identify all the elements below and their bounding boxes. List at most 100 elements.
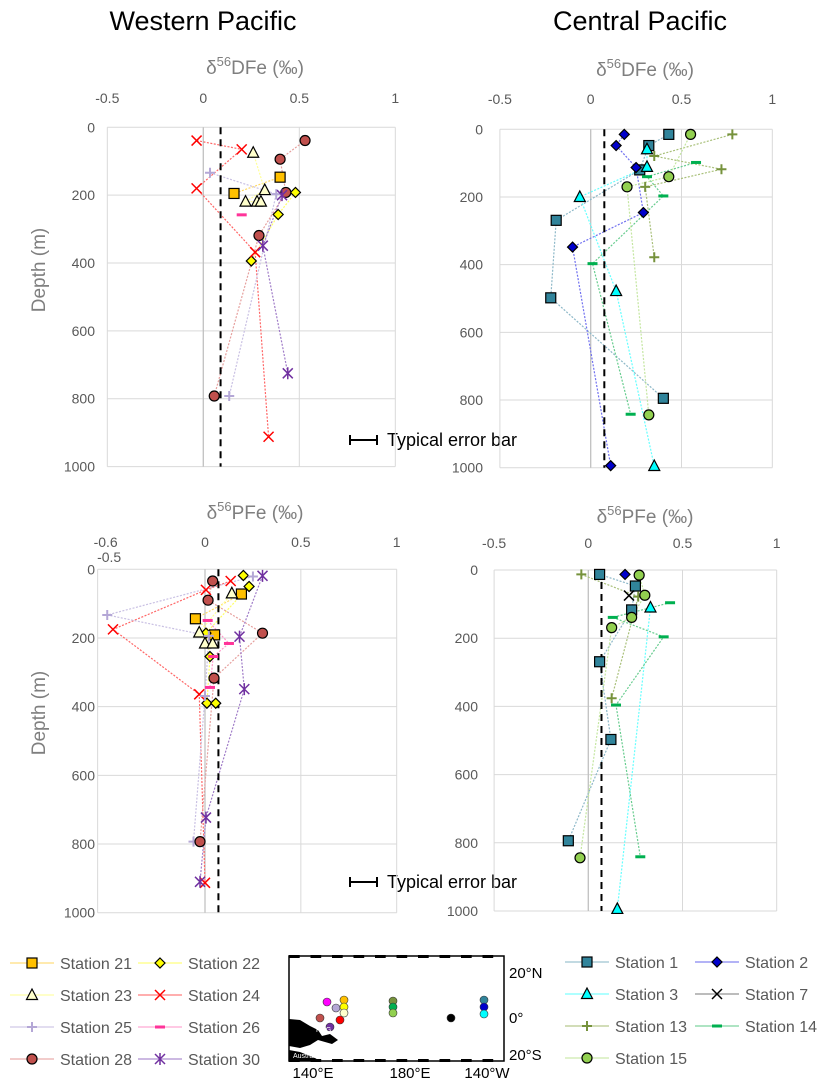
- data-point-station-15: [643, 409, 655, 421]
- map-station-dot: [479, 1009, 489, 1019]
- series-line-station-14: [610, 602, 671, 857]
- legend-item: Station 3: [565, 986, 678, 1004]
- legend-label: Station 26: [188, 1020, 260, 1037]
- x-tick-label: -0.5: [95, 90, 119, 106]
- legend-label: Station 21: [60, 956, 132, 973]
- data-point-station-1: [594, 568, 606, 581]
- y-tick-label: 1000: [64, 905, 95, 921]
- y-tick-label: 800: [460, 392, 484, 408]
- data-point-station-15: [621, 181, 633, 193]
- data-point-station-21: [228, 187, 240, 200]
- data-point-station-28: [202, 594, 214, 606]
- data-point-station-3: [640, 141, 654, 155]
- legend-label: Station 22: [188, 956, 260, 973]
- legend-marker-icon: [581, 956, 593, 968]
- y-tick-label: 1000: [447, 903, 478, 919]
- legend-label: Station 23: [60, 988, 132, 1005]
- legend-item: Station 13: [565, 1019, 687, 1036]
- data-point-station-23: [198, 636, 212, 649]
- legend-marker-icon: [154, 957, 166, 969]
- map-latitude-label: 20°S: [509, 1047, 542, 1064]
- x-tick-label: 0: [199, 90, 207, 106]
- legend-label: Station 30: [188, 1052, 260, 1069]
- legend-item: Station 7: [695, 987, 808, 1004]
- x-tick-label: 1: [768, 91, 776, 107]
- error-bar-label: Typical error bar: [387, 430, 517, 450]
- data-point-station-22: [272, 208, 285, 221]
- data-point-station-23: [225, 586, 239, 599]
- data-point-station-7: [623, 590, 635, 602]
- y-tick-label: 0: [87, 561, 95, 577]
- australia-landmass: [289, 1050, 320, 1061]
- legend-item: Station 1: [565, 955, 678, 972]
- map-station-dot: [315, 1013, 325, 1023]
- data-point-station-28: [207, 575, 219, 587]
- data-point-station-28: [194, 836, 206, 848]
- legend-label: Station 7: [745, 987, 808, 1004]
- x-axis-title: δ56DFe (‰): [206, 54, 304, 79]
- data-point-station-15: [574, 852, 586, 864]
- data-point-station-30: [238, 683, 250, 696]
- x-tick-label: 0.5: [672, 91, 692, 107]
- x-tick-label: -0.5: [482, 535, 506, 551]
- data-point-station-1: [605, 733, 617, 746]
- x-tick-label: 1: [391, 90, 399, 106]
- error-bar-top: Typical error bar: [349, 430, 517, 450]
- x-tick-label: -0.5: [97, 549, 121, 565]
- data-point-station-30: [282, 367, 294, 380]
- data-point-station-13: [727, 129, 738, 140]
- x-tick-label: -0.5: [488, 91, 512, 107]
- legend-item: Station 22: [138, 956, 260, 973]
- data-point-station-24: [191, 135, 203, 147]
- data-point-station-2: [630, 161, 642, 174]
- legend-label: Station 25: [60, 1020, 132, 1037]
- map-longitude-label: 140°E: [292, 1065, 333, 1082]
- data-point-station-28: [280, 186, 292, 199]
- x-axis-title: δ56DFe (‰): [596, 56, 694, 81]
- title-central-pacific: Central Pacific: [553, 6, 727, 36]
- y-tick-label: 200: [455, 630, 479, 646]
- y-tick-label: 800: [72, 836, 96, 852]
- series-line-station-25: [107, 575, 254, 842]
- data-point-station-23: [239, 194, 253, 207]
- data-point-station-28: [299, 134, 311, 147]
- map-station-dot: [331, 1003, 341, 1013]
- data-point-station-1: [657, 392, 669, 404]
- station-map: PNG Australia 140°E 180°E 140°W 20°N 0° 20°S: [288, 955, 543, 1082]
- legend-item: Station 30: [138, 1052, 260, 1069]
- data-point-station-23: [192, 625, 206, 638]
- title-western-pacific: Western Pacific: [109, 6, 296, 36]
- data-point-station-28: [208, 390, 220, 402]
- series-line-station-24: [195, 139, 270, 437]
- x-tick-label: 0: [584, 535, 592, 551]
- y-tick-label: 600: [455, 767, 479, 783]
- data-point-station-30: [257, 239, 269, 252]
- data-point-station-22: [245, 255, 258, 267]
- error-bar-bottom: Typical error bar: [349, 872, 517, 892]
- data-point-station-1: [562, 835, 574, 847]
- data-point-station-21: [235, 588, 248, 600]
- data-point-station-21: [274, 171, 286, 183]
- y-tick-label: 200: [72, 630, 96, 646]
- data-point-station-30: [276, 189, 288, 202]
- y-tick-label: 200: [460, 189, 484, 205]
- x-tick-label: 1: [393, 534, 401, 550]
- legend-western: Station 21 Station 22 Station 23 Station 24…: [10, 956, 260, 1069]
- legend-item: Station 25: [10, 1020, 132, 1037]
- data-point-station-23: [258, 182, 272, 196]
- x-tick-label: -0.6: [94, 534, 118, 550]
- y-tick-label: 400: [455, 698, 479, 714]
- data-point-station-2: [618, 128, 631, 141]
- data-point-station-25: [200, 691, 210, 702]
- series-line-station-23: [198, 592, 233, 645]
- data-point-station-22: [237, 569, 250, 582]
- legend-label: Station 1: [615, 955, 678, 972]
- x-tick-label: 0.5: [673, 535, 693, 551]
- data-point-station-13: [649, 252, 660, 263]
- legend-item: Station 21: [10, 956, 132, 973]
- x-tick-label: 1: [773, 535, 781, 551]
- data-point-station-13: [640, 181, 651, 192]
- map-station-dot: [339, 1008, 349, 1018]
